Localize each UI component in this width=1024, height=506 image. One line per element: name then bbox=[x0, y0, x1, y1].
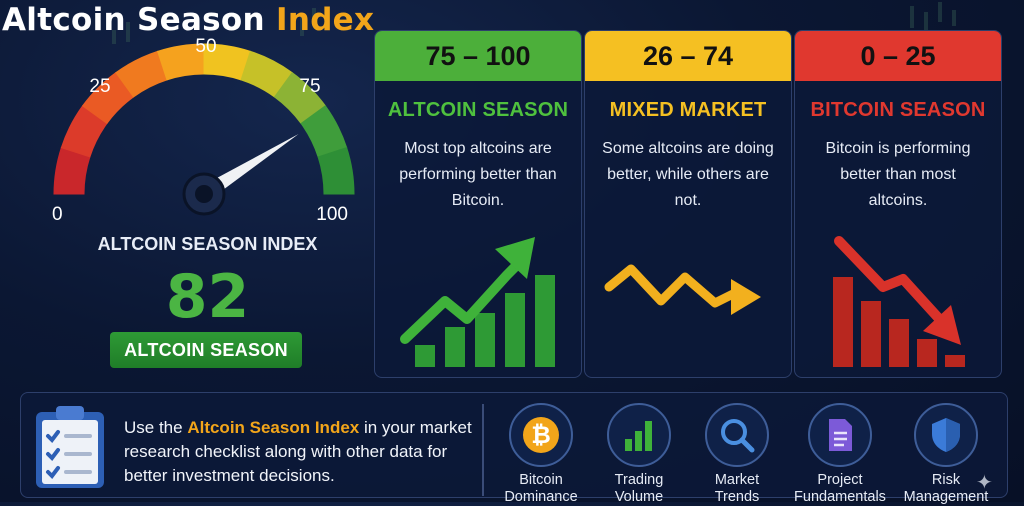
tool-label: Risk Management bbox=[903, 472, 989, 505]
tool-icon-circle: ₿ bbox=[509, 403, 573, 467]
divider bbox=[482, 404, 484, 496]
card-altcoin-season: 75 – 100 ALTCOIN SEASON Most top altcoin… bbox=[374, 30, 582, 378]
uptrend-chart-icon bbox=[400, 237, 555, 367]
card-range: 0 – 25 bbox=[795, 31, 1001, 81]
tool-project-fundamentals: Project Fundamentals bbox=[790, 403, 890, 506]
gauge-segment bbox=[317, 147, 355, 195]
checklist-text-start: Use the bbox=[124, 418, 188, 437]
document-icon bbox=[829, 419, 852, 451]
page-title: Altcoin Season Index bbox=[2, 2, 374, 38]
title-main: Altcoin Season bbox=[2, 2, 265, 38]
shield-icon bbox=[932, 418, 960, 452]
checklist-text-end: in your market research checklist along … bbox=[124, 418, 472, 485]
gauge-needle bbox=[199, 133, 299, 201]
card-bitcoin-season: 0 – 25 BITCOIN SEASON Bitcoin is perform… bbox=[794, 30, 1002, 378]
clipboard-checklist-icon bbox=[36, 406, 104, 488]
tool-label: Market Trends bbox=[714, 472, 760, 505]
tool-risk-management: Risk Management bbox=[896, 403, 996, 506]
card-name: BITCOIN SEASON bbox=[810, 99, 986, 121]
magnifier-icon bbox=[721, 419, 755, 453]
gauge-tick-label: 25 bbox=[89, 76, 110, 97]
bar-chart-icon bbox=[625, 421, 652, 451]
tool-label: Trading Volume bbox=[614, 472, 664, 505]
gauge-tick-label: 75 bbox=[299, 76, 320, 97]
card-range: 75 – 100 bbox=[375, 31, 581, 81]
sparkle-icon: ✦ bbox=[976, 472, 993, 494]
tool-icon-circle bbox=[705, 403, 769, 467]
tool-bitcoin-dominance: ₿ Bitcoin Dominance bbox=[491, 403, 591, 506]
tool-trading-volume: Trading Volume bbox=[589, 403, 689, 506]
checklist-text: Use the Altcoin Season Index in your mar… bbox=[124, 416, 474, 488]
card-name: ALTCOIN SEASON bbox=[387, 99, 569, 121]
svg-text:₿: ₿ bbox=[531, 421, 551, 449]
gauge: 0 25 50 75 100 bbox=[52, 36, 355, 225]
card-description: Some altcoins are doing better, while ot… bbox=[602, 140, 774, 209]
gauge-tick-label: 0 bbox=[52, 204, 63, 225]
gauge-hub-center bbox=[195, 185, 213, 203]
gauge-tick-label: 50 bbox=[195, 36, 216, 57]
tool-icon-circle bbox=[607, 403, 671, 467]
gauge-tick-label: 100 bbox=[316, 204, 348, 225]
tool-icon-circle bbox=[914, 403, 978, 467]
card-name: MIXED MARKET bbox=[609, 99, 767, 121]
tool-icon-circle bbox=[808, 403, 872, 467]
gauge-label: ALTCOIN SEASON INDEX bbox=[97, 234, 318, 254]
tool-label: Project Fundamentals bbox=[794, 472, 886, 505]
card-description: Most top altcoins are performing better … bbox=[399, 140, 557, 209]
tool-label: Bitcoin Dominance bbox=[504, 472, 578, 505]
card-range: 26 – 74 bbox=[585, 31, 791, 81]
background-candles bbox=[112, 2, 956, 44]
downtrend-chart-icon bbox=[833, 236, 965, 367]
mixed-trend-arrow-icon bbox=[604, 264, 761, 315]
tool-market-trends: Market Trends bbox=[687, 403, 787, 506]
bitcoin-icon: ₿ bbox=[523, 417, 559, 453]
checklist-text-highlight: Altcoin Season Index bbox=[187, 418, 360, 437]
card-description: Bitcoin is performing better than most a… bbox=[825, 140, 971, 209]
status-badge: ALTCOIN SEASON bbox=[110, 332, 302, 368]
title-highlight: Index bbox=[275, 2, 375, 38]
gauge-value: 82 bbox=[165, 262, 250, 332]
card-mixed-market: 26 – 74 MIXED MARKET Some altcoins are d… bbox=[584, 30, 792, 378]
